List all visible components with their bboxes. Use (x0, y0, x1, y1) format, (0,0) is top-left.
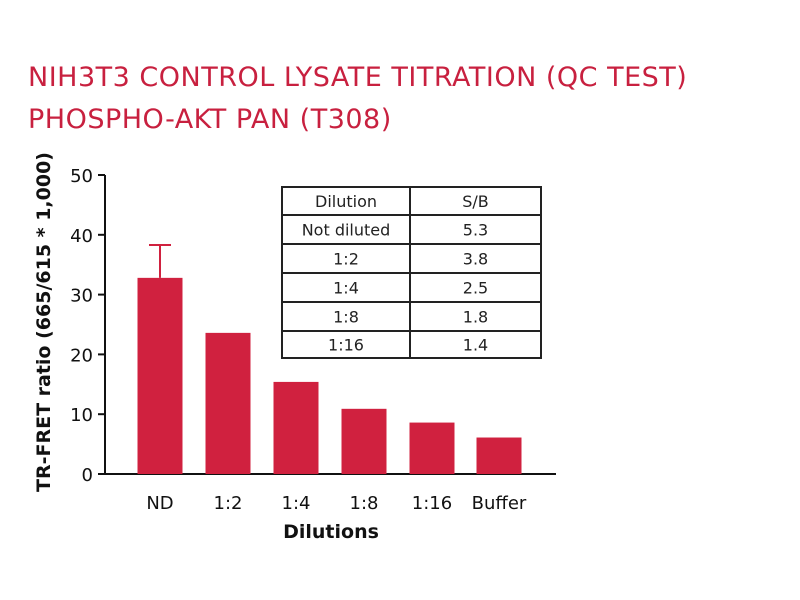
inset-table: Dilution S/B Not diluted 5.3 1:2 3.8 1:4 2.5 1:8… (281, 186, 542, 359)
table-cell-sb: 3.8 (463, 250, 488, 269)
y-tick-label: 40 (70, 226, 93, 247)
chart-title-line-2: PHOSPHO-AKT PAN (T308) (28, 104, 392, 135)
table-cell-sb: 1.8 (463, 308, 488, 327)
x-tick-label: 1:2 (214, 493, 243, 514)
y-tick-labels: 0 10 20 30 40 50 (70, 166, 93, 486)
table-cell-sb: 5.3 (463, 221, 488, 240)
table-cell-dilution: 1:16 (328, 336, 364, 355)
bar (341, 408, 387, 474)
table-header-sb: S/B (462, 192, 489, 211)
x-tick-label: ND (146, 493, 173, 514)
y-tick-label: 20 (70, 345, 93, 366)
table-cell-sb: 1.4 (463, 336, 488, 355)
bar (273, 381, 319, 474)
x-tick-label: Buffer (472, 493, 527, 514)
table-cell-sb: 2.5 (463, 279, 488, 298)
y-axis-title: TR-FRET ratio (665/615 * 1,000) (33, 152, 55, 492)
x-tick-labels: ND 1:2 1:4 1:8 1:16 Buffer (146, 493, 527, 514)
bar (409, 422, 455, 474)
table-cell-dilution: 1:4 (333, 279, 359, 298)
x-tick-label: 1:8 (350, 493, 379, 514)
bar (137, 277, 183, 474)
table-cell-dilution: 1:8 (333, 308, 359, 327)
table-header-dilution: Dilution (315, 192, 377, 211)
bars (137, 243, 522, 474)
bar (205, 332, 251, 474)
x-tick-label: 1:4 (282, 493, 311, 514)
x-tick-label: 1:16 (412, 493, 452, 514)
table-cell-dilution: 1:2 (333, 250, 359, 269)
y-tick-label: 50 (70, 166, 93, 187)
table-cell-dilution: Not diluted (302, 221, 391, 240)
x-axis-title: Dilutions (283, 521, 379, 543)
y-tick-label: 10 (70, 405, 93, 426)
bar (476, 437, 522, 474)
y-tick-label: 0 (82, 465, 93, 486)
chart-title-line-1: NIH3T3 CONTROL LYSATE TITRATION (QC TEST… (28, 62, 688, 93)
y-tick-label: 30 (70, 286, 93, 307)
